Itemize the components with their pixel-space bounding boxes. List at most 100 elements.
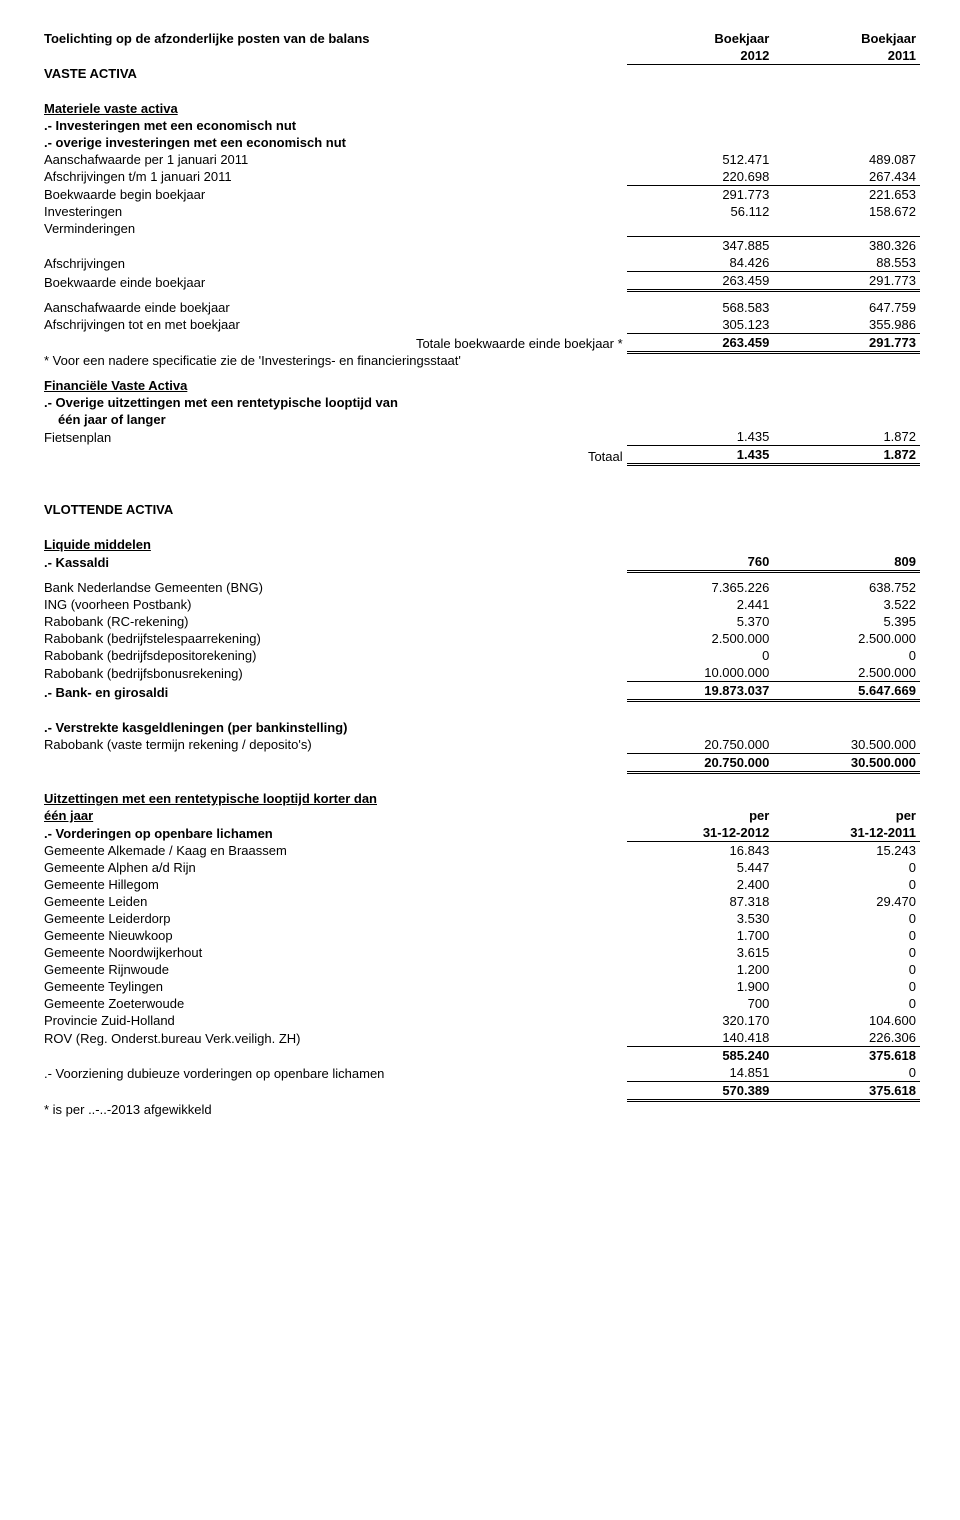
cell-value: 140.418 <box>627 1029 774 1047</box>
doc-title: Toelichting op de afzonderlijke posten v… <box>40 30 627 47</box>
cell-value: 30.500.000 <box>773 736 920 754</box>
cell-value: 2.500.000 <box>773 664 920 682</box>
cell-value: 355.986 <box>773 316 920 334</box>
row-label: ING (voorheen Postbank) <box>40 596 627 613</box>
cell-value: 291.773 <box>773 333 920 352</box>
row-label: Rabobank (bedrijfsdepositorekening) <box>40 647 627 664</box>
cell-value: 305.123 <box>627 316 774 334</box>
row-label: Totale boekwaarde einde boekjaar * <box>40 333 627 352</box>
row-label: Afschrijvingen t/m 1 januari 2011 <box>40 168 627 186</box>
cell-value: 0 <box>773 995 920 1012</box>
row-label: Gemeente Leiderdorp <box>40 910 627 927</box>
section-title: VASTE ACTIVA <box>40 65 627 82</box>
cell-value: 760 <box>627 553 774 572</box>
cell-value: 30.500.000 <box>773 753 920 772</box>
row-label: Gemeente Rijnwoude <box>40 961 627 978</box>
row-label: .- overige investeringen met een economi… <box>40 134 627 151</box>
cell-value: 347.885 <box>627 237 774 255</box>
cell-value: 87.318 <box>627 893 774 910</box>
subsection-heading: .- Verstrekte kasgeldleningen (per banki… <box>40 719 627 736</box>
cell-value: 84.426 <box>627 254 774 272</box>
row-label: Gemeente Hillegom <box>40 876 627 893</box>
row-label: Gemeente Leiden <box>40 893 627 910</box>
col-year: 2012 <box>627 47 774 65</box>
cell-value: 0 <box>773 859 920 876</box>
cell-value: 5.447 <box>627 859 774 876</box>
subsection-heading: Materiele vaste activa <box>40 100 627 117</box>
row-label: Rabobank (bedrijfsbonusrekening) <box>40 664 627 682</box>
cell-value: 568.583 <box>627 299 774 316</box>
cell-value: 1.872 <box>773 428 920 446</box>
cell-value: 226.306 <box>773 1029 920 1047</box>
row-label: Afschrijvingen <box>40 254 627 272</box>
cell-value: 15.243 <box>773 842 920 860</box>
cell-value: 0 <box>773 944 920 961</box>
row-label: ROV (Reg. Onderst.bureau Verk.veiligh. Z… <box>40 1029 627 1047</box>
cell-value: 221.653 <box>773 185 920 203</box>
col-header: per <box>773 807 920 824</box>
section-title: VLOTTENDE ACTIVA <box>40 501 627 518</box>
cell-value: 320.170 <box>627 1012 774 1029</box>
cell-value: 3.530 <box>627 910 774 927</box>
cell-value: 0 <box>773 927 920 944</box>
row-label: Gemeente Alkemade / Kaag en Braassem <box>40 842 627 860</box>
row-label: Bank Nederlandse Gemeenten (BNG) <box>40 579 627 596</box>
cell-value: 16.843 <box>627 842 774 860</box>
cell-value: 700 <box>627 995 774 1012</box>
row-label: één jaar of langer <box>40 411 627 428</box>
row-label <box>40 237 627 255</box>
row-label: Boekwaarde begin boekjaar <box>40 185 627 203</box>
cell-value: 19.873.037 <box>627 682 774 701</box>
cell-value: 5.395 <box>773 613 920 630</box>
row-label: Gemeente Teylingen <box>40 978 627 995</box>
cell-value <box>627 220 774 237</box>
col-header: 31-12-2011 <box>773 824 920 842</box>
cell-value: 5.370 <box>627 613 774 630</box>
cell-value: 512.471 <box>627 151 774 168</box>
cell-value: 267.434 <box>773 168 920 186</box>
cell-value: 104.600 <box>773 1012 920 1029</box>
cell-value: 5.647.669 <box>773 682 920 701</box>
cell-value: 647.759 <box>773 299 920 316</box>
row-label: Totaal <box>40 446 627 465</box>
cell-value: 1.872 <box>773 446 920 465</box>
cell-value: 263.459 <box>627 333 774 352</box>
cell-value: 263.459 <box>627 272 774 291</box>
col-header: Boekjaar <box>627 30 774 47</box>
cell-value: 220.698 <box>627 168 774 186</box>
cell-value: 10.000.000 <box>627 664 774 682</box>
document-table: Toelichting op de afzonderlijke posten v… <box>40 30 920 1118</box>
row-label: Gemeente Alphen a/d Rijn <box>40 859 627 876</box>
cell-value: 0 <box>773 876 920 893</box>
cell-value: 56.112 <box>627 203 774 220</box>
cell-value: 7.365.226 <box>627 579 774 596</box>
cell-value: 1.700 <box>627 927 774 944</box>
cell-value <box>773 220 920 237</box>
cell-value: 375.618 <box>773 1047 920 1065</box>
cell-value: 380.326 <box>773 237 920 255</box>
cell-value: 14.851 <box>627 1064 774 1082</box>
row-label: .- Investeringen met een economisch nut <box>40 117 627 134</box>
subsection-heading: Financiële Vaste Activa <box>40 377 627 394</box>
cell-value: 291.773 <box>627 185 774 203</box>
cell-value: 20.750.000 <box>627 736 774 754</box>
col-header: per <box>627 807 774 824</box>
cell-value: 2.500.000 <box>627 630 774 647</box>
row-label: .- Overige uitzettingen met een rentetyp… <box>40 394 627 411</box>
cell-value: 0 <box>773 1064 920 1082</box>
col-header: 31-12-2012 <box>627 824 774 842</box>
row-label: Rabobank (bedrijfstelespaarrekening) <box>40 630 627 647</box>
cell-value: 585.240 <box>627 1047 774 1065</box>
cell-value: 0 <box>773 647 920 664</box>
cell-value: 0 <box>773 910 920 927</box>
cell-value: 1.900 <box>627 978 774 995</box>
row-label: Rabobank (vaste termijn rekening / depos… <box>40 736 627 754</box>
row-label: Provincie Zuid-Holland <box>40 1012 627 1029</box>
row-label: Afschrijvingen tot en met boekjaar <box>40 316 627 334</box>
cell-value: 489.087 <box>773 151 920 168</box>
subsection-heading: Uitzettingen met een rentetypische loopt… <box>40 790 627 807</box>
col-year: 2011 <box>773 47 920 65</box>
row-label: Gemeente Zoeterwoude <box>40 995 627 1012</box>
row-label: Gemeente Nieuwkoop <box>40 927 627 944</box>
col-header: Boekjaar <box>773 30 920 47</box>
